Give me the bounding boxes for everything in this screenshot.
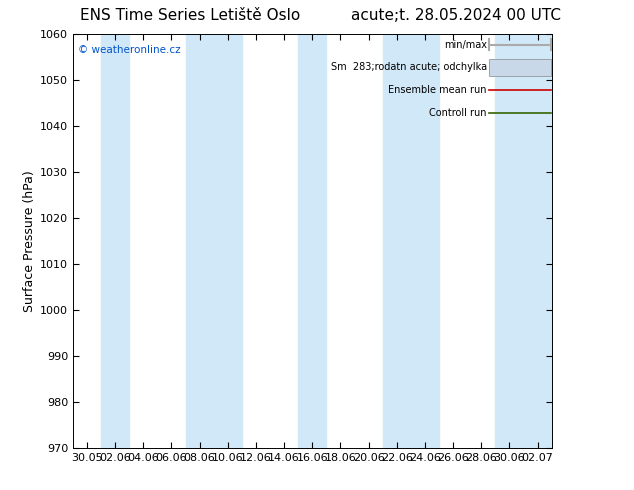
Bar xyxy=(186,34,214,448)
Bar xyxy=(101,34,129,448)
Text: © weatheronline.cz: © weatheronline.cz xyxy=(78,45,180,55)
FancyBboxPatch shape xyxy=(489,59,550,75)
Text: min/max: min/max xyxy=(444,40,487,49)
Bar xyxy=(495,34,524,448)
Bar xyxy=(298,34,327,448)
Bar xyxy=(411,34,439,448)
Text: Controll run: Controll run xyxy=(429,108,487,118)
Bar xyxy=(383,34,411,448)
Text: Ensemble mean run: Ensemble mean run xyxy=(389,85,487,95)
Bar xyxy=(214,34,242,448)
Text: ENS Time Series Letiště Oslo: ENS Time Series Letiště Oslo xyxy=(80,8,301,23)
Bar xyxy=(524,34,552,448)
Text: acute;t. 28.05.2024 00 UTC: acute;t. 28.05.2024 00 UTC xyxy=(351,8,562,23)
Y-axis label: Surface Pressure (hPa): Surface Pressure (hPa) xyxy=(23,171,36,312)
Text: Sm  283;rodatn acute; odchylka: Sm 283;rodatn acute; odchylka xyxy=(331,62,487,73)
